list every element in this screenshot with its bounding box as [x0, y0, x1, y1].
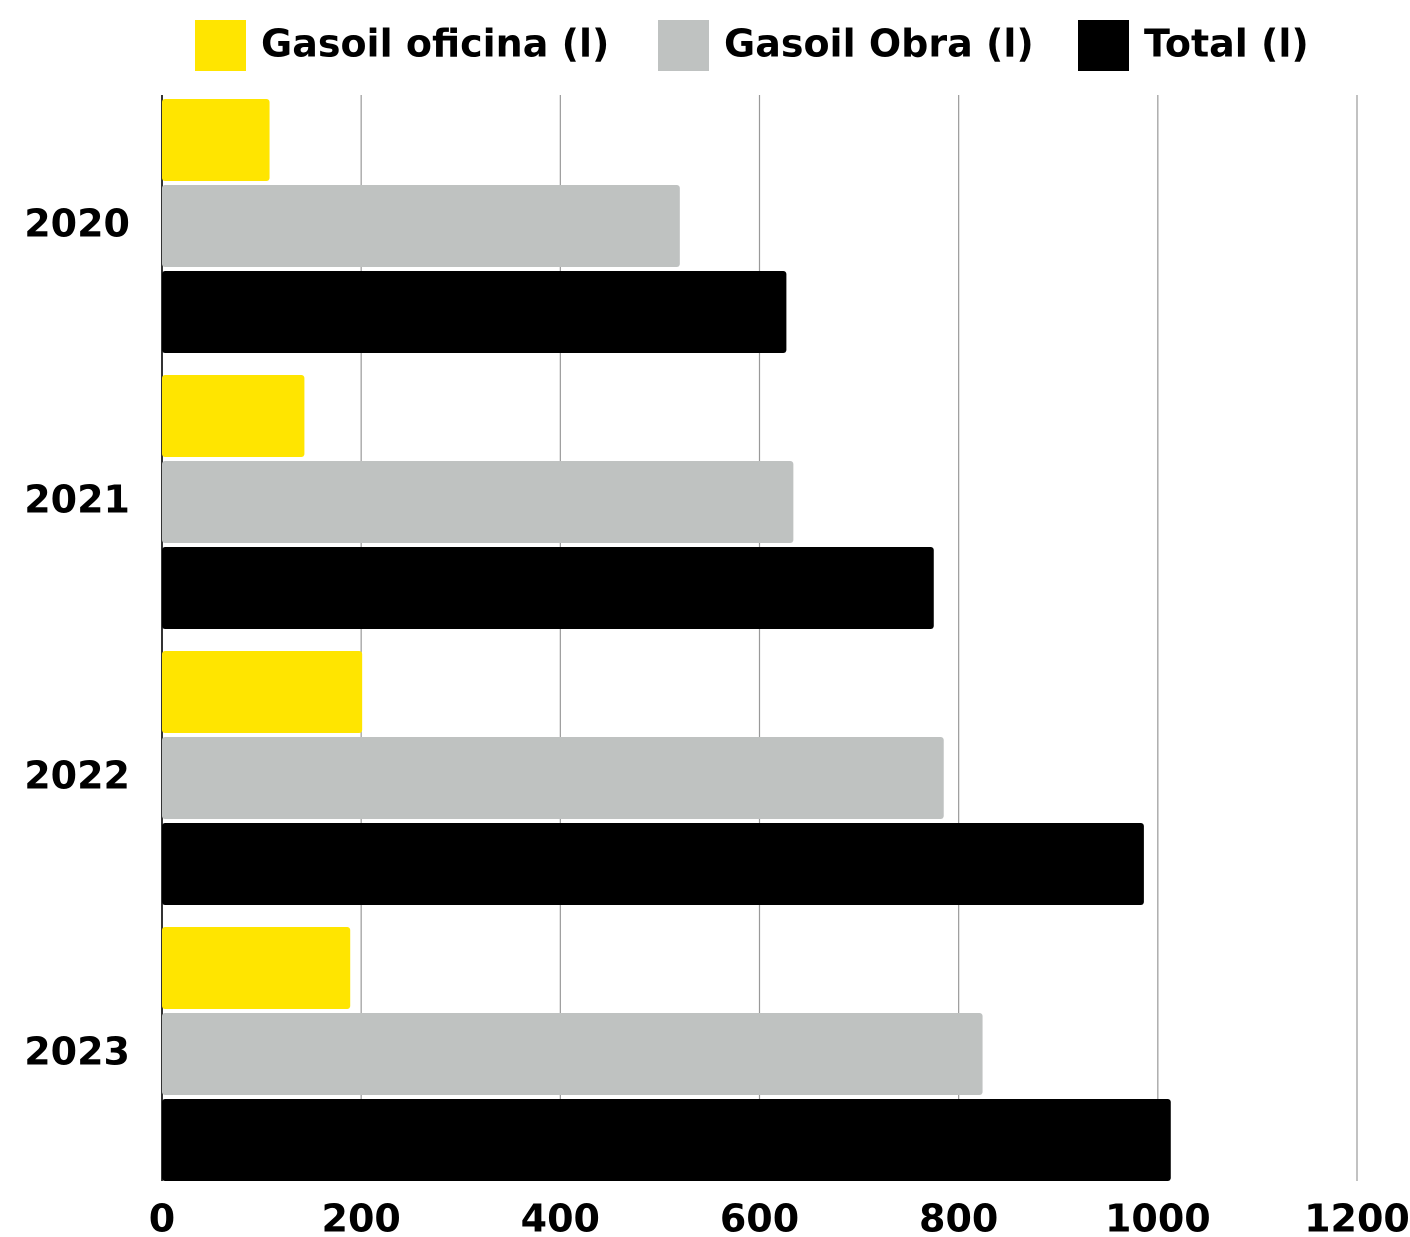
legend-label: Gasoil oficina (l): [261, 22, 609, 66]
y-tick-label: 2021: [24, 478, 130, 522]
bar: [162, 185, 680, 267]
y-tick-label: 2020: [24, 202, 130, 246]
x-tick-label: 0: [149, 1197, 175, 1237]
bar: [162, 1099, 1171, 1181]
x-tick-label: 800: [919, 1197, 998, 1237]
x-tick-label: 1200: [1304, 1197, 1410, 1237]
x-tick-label: 1000: [1105, 1197, 1211, 1237]
bar: [162, 823, 1144, 905]
y-tick-label: 2022: [24, 754, 130, 798]
legend-swatch: [195, 20, 246, 71]
bar: [162, 927, 351, 1009]
bar: [162, 99, 270, 181]
bar: [162, 461, 794, 543]
x-tick-label: 600: [720, 1197, 799, 1237]
bar: [162, 1013, 983, 1095]
bar: [162, 651, 363, 733]
legend-label: Gasoil Obra (l): [724, 22, 1034, 66]
legend-label: Total (l): [1144, 22, 1309, 66]
y-tick-label: 2023: [24, 1030, 130, 1074]
x-tick-label: 200: [322, 1197, 401, 1237]
bar: [162, 271, 787, 353]
bar: [162, 737, 944, 819]
x-tick-label: 400: [521, 1197, 600, 1237]
bar: [162, 375, 305, 457]
legend-swatch: [658, 20, 709, 71]
legend-swatch: [1078, 20, 1129, 71]
bar: [162, 547, 934, 629]
